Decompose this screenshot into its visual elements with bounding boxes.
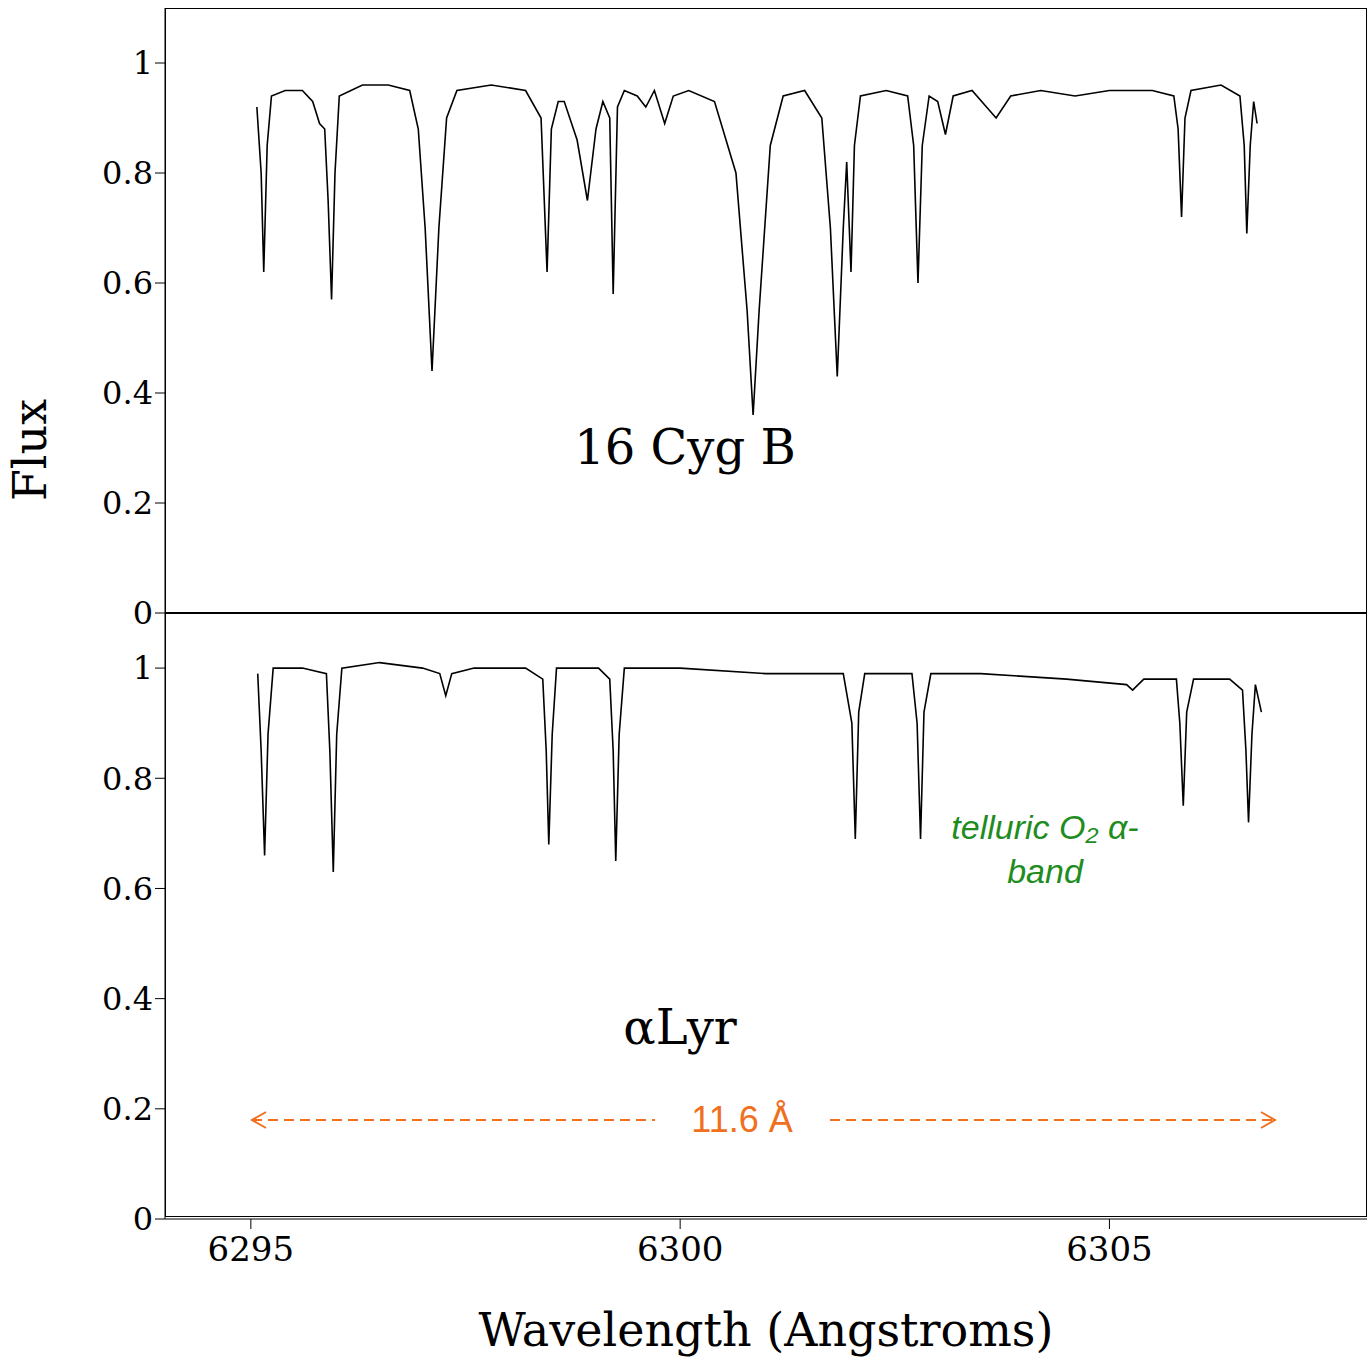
svg-text:0: 0 bbox=[133, 1200, 153, 1238]
svg-text:0.8: 0.8 bbox=[102, 154, 153, 192]
svg-text:6305: 6305 bbox=[1066, 1229, 1153, 1269]
svg-text:6295: 6295 bbox=[208, 1229, 295, 1269]
svg-text:6300: 6300 bbox=[637, 1229, 724, 1269]
html-text:16 Cyg B: 16 Cyg B bbox=[574, 419, 796, 475]
svg-text:1: 1 bbox=[133, 44, 153, 82]
svg-text:0: 0 bbox=[133, 594, 153, 632]
svg-text:0.2: 0.2 bbox=[102, 484, 153, 522]
svg-text:1: 1 bbox=[133, 649, 153, 687]
svg-text:0.6: 0.6 bbox=[102, 264, 153, 302]
html-text:11.6 Å: 11.6 Å bbox=[691, 1099, 793, 1140]
svg-text:0.2: 0.2 bbox=[102, 1090, 153, 1128]
html-text:Flux: Flux bbox=[3, 398, 57, 502]
svg-text:0.6: 0.6 bbox=[102, 870, 153, 908]
svg-text:0.8: 0.8 bbox=[102, 760, 153, 798]
svg-text:0.4: 0.4 bbox=[102, 374, 153, 412]
svg-text:0.4: 0.4 bbox=[102, 980, 153, 1018]
html-text:αLyr: αLyr bbox=[623, 999, 737, 1055]
html-text:telluric O₂ α-band: telluric O₂ α-band bbox=[951, 808, 1139, 890]
svg-text:Wavelength (Angstroms): Wavelength (Angstroms) bbox=[479, 1303, 1054, 1357]
